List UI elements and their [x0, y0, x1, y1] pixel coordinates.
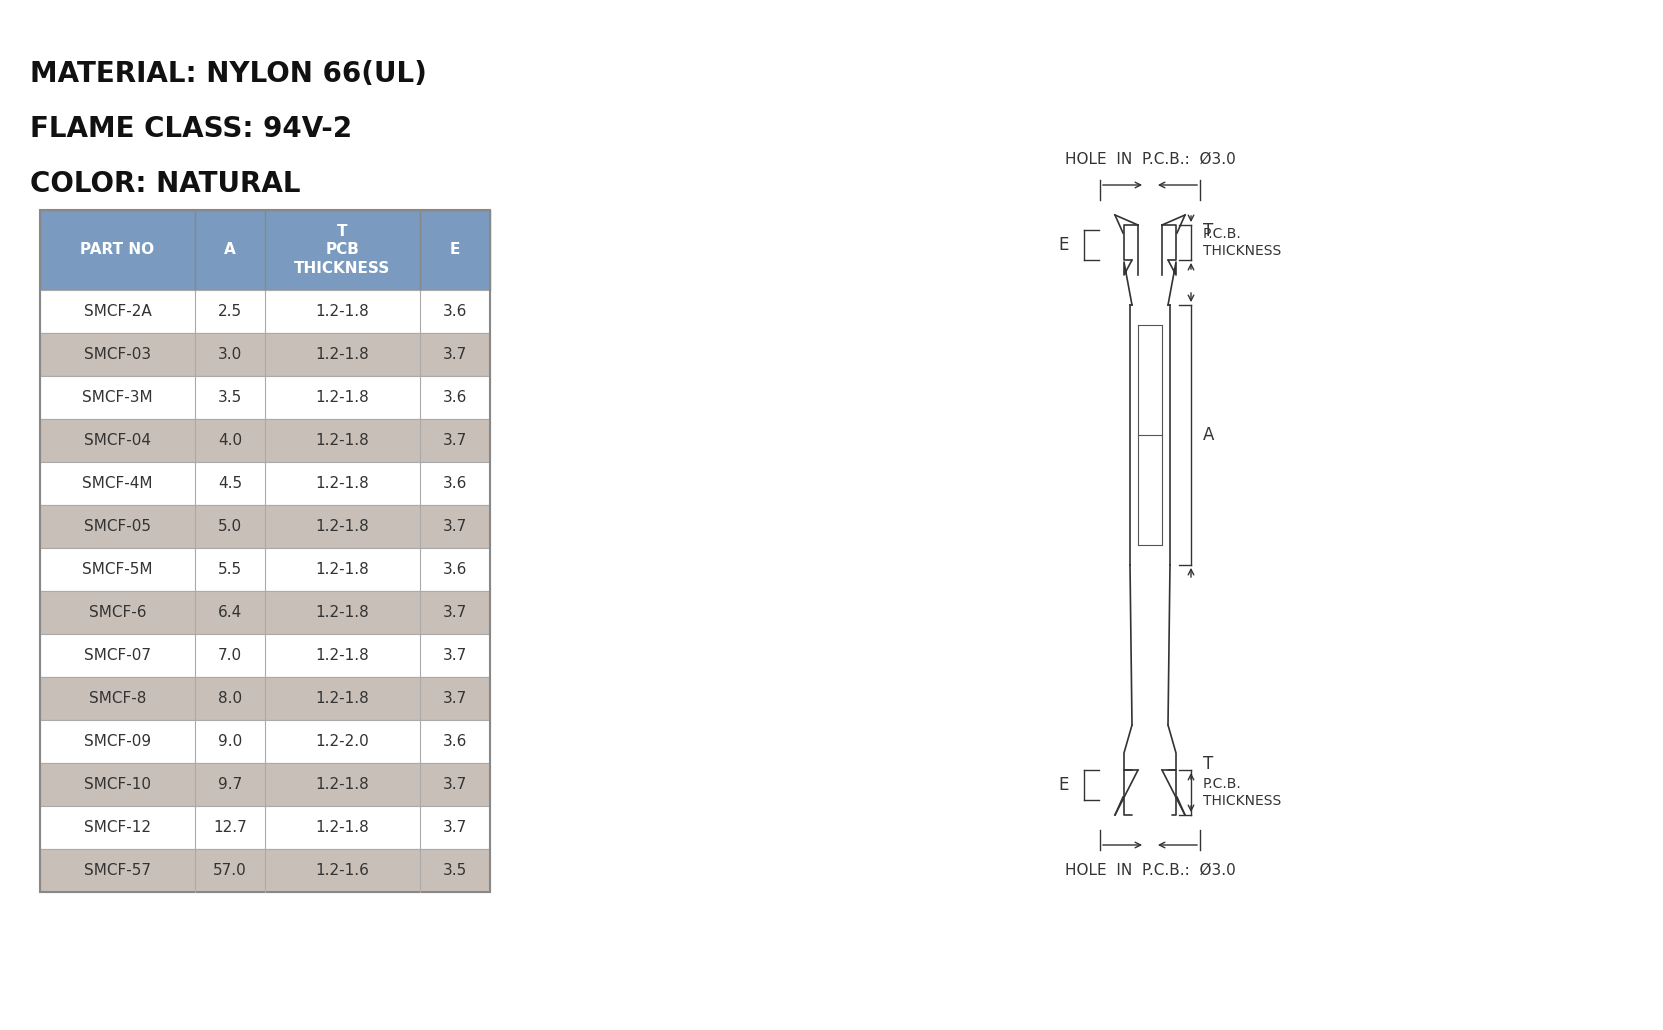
Bar	[40, 505, 491, 548]
Text: 3.7: 3.7	[442, 777, 467, 792]
Text: 3.7: 3.7	[442, 347, 467, 362]
Text: 1.2-2.0: 1.2-2.0	[316, 734, 369, 749]
Text: E: E	[1059, 236, 1069, 254]
Text: 3.6: 3.6	[442, 304, 467, 319]
Text: E: E	[449, 242, 461, 258]
Text: 3.6: 3.6	[442, 562, 467, 577]
Text: 5.5: 5.5	[218, 562, 243, 577]
Text: A: A	[225, 242, 236, 258]
Text: 1.2-1.8: 1.2-1.8	[316, 605, 369, 620]
Text: 1.2-1.8: 1.2-1.8	[316, 347, 369, 362]
Bar	[40, 210, 491, 892]
Bar	[40, 849, 491, 892]
Text: 4.0: 4.0	[218, 433, 243, 448]
Text: 57.0: 57.0	[213, 863, 246, 878]
Text: 7.0: 7.0	[218, 648, 243, 663]
Bar	[40, 591, 491, 634]
Text: 1.2-1.8: 1.2-1.8	[316, 777, 369, 792]
Text: SMCF-2A: SMCF-2A	[83, 304, 151, 319]
Text: SMCF-07: SMCF-07	[85, 648, 151, 663]
Text: 3.6: 3.6	[442, 734, 467, 749]
Text: SMCF-09: SMCF-09	[83, 734, 151, 749]
Text: 1.2-1.8: 1.2-1.8	[316, 304, 369, 319]
Text: 3.7: 3.7	[442, 433, 467, 448]
Text: SMCF-04: SMCF-04	[85, 433, 151, 448]
Text: FLAME CLASS: 94V-2: FLAME CLASS: 94V-2	[30, 115, 353, 143]
Text: 3.7: 3.7	[442, 519, 467, 534]
Text: SMCF-05: SMCF-05	[85, 519, 151, 534]
Text: 9.7: 9.7	[218, 777, 243, 792]
Text: 1.2-1.8: 1.2-1.8	[316, 691, 369, 706]
Text: 1.2-1.8: 1.2-1.8	[316, 390, 369, 405]
Text: 12.7: 12.7	[213, 820, 246, 835]
Bar	[40, 376, 491, 419]
Text: T
PCB
THICKNESS: T PCB THICKNESS	[294, 224, 391, 276]
Bar	[40, 419, 491, 462]
Text: 1.2-1.8: 1.2-1.8	[316, 820, 369, 835]
Text: 3.6: 3.6	[442, 476, 467, 491]
Text: SMCF-12: SMCF-12	[85, 820, 151, 835]
Text: 3.7: 3.7	[442, 820, 467, 835]
Text: 3.7: 3.7	[442, 605, 467, 620]
Text: 8.0: 8.0	[218, 691, 243, 706]
Text: 5.0: 5.0	[218, 519, 243, 534]
Bar	[40, 210, 491, 290]
Text: P.C.B.
THICKNESS: P.C.B. THICKNESS	[1202, 227, 1281, 259]
Text: 1.2-1.8: 1.2-1.8	[316, 648, 369, 663]
Text: 1.2-1.8: 1.2-1.8	[316, 562, 369, 577]
Text: PART NO: PART NO	[80, 242, 155, 258]
Text: SMCF-3M: SMCF-3M	[81, 390, 153, 405]
Bar	[40, 763, 491, 806]
Text: T: T	[1202, 755, 1214, 772]
Text: 4.5: 4.5	[218, 476, 243, 491]
Text: 3.7: 3.7	[442, 691, 467, 706]
Text: HOLE  IN  P.C.B.:  Ø3.0: HOLE IN P.C.B.: Ø3.0	[1064, 152, 1236, 167]
Bar	[40, 290, 491, 333]
Text: 1.2-1.6: 1.2-1.6	[316, 863, 369, 878]
Text: SMCF-57: SMCF-57	[85, 863, 151, 878]
Bar	[40, 677, 491, 720]
Bar	[40, 462, 491, 505]
Text: T: T	[1202, 222, 1214, 240]
Text: 3.6: 3.6	[442, 390, 467, 405]
Text: SMCF-10: SMCF-10	[85, 777, 151, 792]
Bar	[40, 806, 491, 849]
Text: E: E	[1059, 776, 1069, 794]
Text: 3.5: 3.5	[442, 863, 467, 878]
Text: 6.4: 6.4	[218, 605, 243, 620]
Text: 9.0: 9.0	[218, 734, 243, 749]
Text: 1.2-1.8: 1.2-1.8	[316, 433, 369, 448]
Text: SMCF-6: SMCF-6	[88, 605, 146, 620]
Text: SMCF-4M: SMCF-4M	[81, 476, 153, 491]
Text: 2.5: 2.5	[218, 304, 243, 319]
Bar	[40, 333, 491, 376]
Text: 3.7: 3.7	[442, 648, 467, 663]
Text: 3.0: 3.0	[218, 347, 243, 362]
Text: MATERIAL: NYLON 66(UL): MATERIAL: NYLON 66(UL)	[30, 60, 427, 88]
Text: COLOR: NATURAL: COLOR: NATURAL	[30, 170, 301, 198]
Text: SMCF-8: SMCF-8	[88, 691, 146, 706]
Text: 3.5: 3.5	[218, 390, 243, 405]
Bar	[40, 548, 491, 591]
Text: HOLE  IN  P.C.B.:  Ø3.0: HOLE IN P.C.B.: Ø3.0	[1064, 863, 1236, 878]
Text: 1.2-1.8: 1.2-1.8	[316, 519, 369, 534]
Text: P.C.B.
THICKNESS: P.C.B. THICKNESS	[1202, 777, 1281, 809]
Bar	[40, 634, 491, 677]
Text: 1.2-1.8: 1.2-1.8	[316, 476, 369, 491]
Text: A: A	[1202, 426, 1214, 444]
Text: SMCF-03: SMCF-03	[83, 347, 151, 362]
Bar	[40, 720, 491, 763]
Text: SMCF-5M: SMCF-5M	[81, 562, 153, 577]
